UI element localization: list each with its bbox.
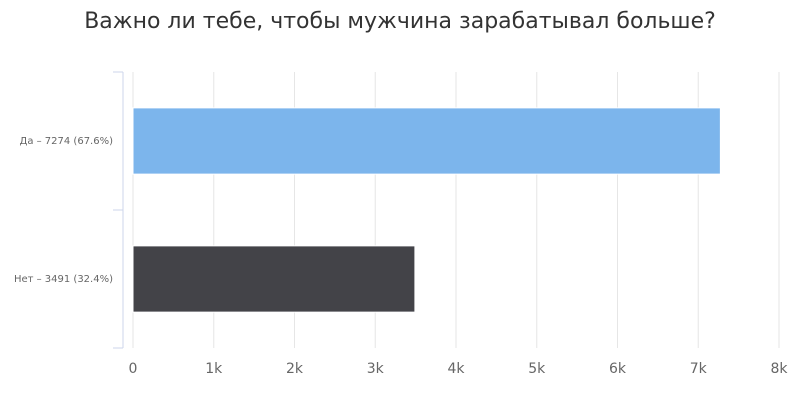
x-tick-label: 4k [447,361,465,377]
x-tick-label: 7k [690,361,708,377]
x-tick-label: 8k [770,361,788,377]
x-tick-label: 6k [609,361,627,377]
bar [132,107,721,175]
bar [132,245,416,313]
x-tick-label: 5k [528,361,546,377]
x-tick-label: 3k [367,361,385,377]
x-tick-label: 0 [129,361,138,377]
chart-title: Важно ли тебе, чтобы мужчина зарабатывал… [84,9,716,34]
y-tick-label: Да – 7274 (67.6%) [20,136,114,147]
y-tick-label: Нет – 3491 (32.4%) [14,274,113,285]
x-tick-label: 2k [286,361,304,377]
x-tick-label: 1k [205,361,223,377]
